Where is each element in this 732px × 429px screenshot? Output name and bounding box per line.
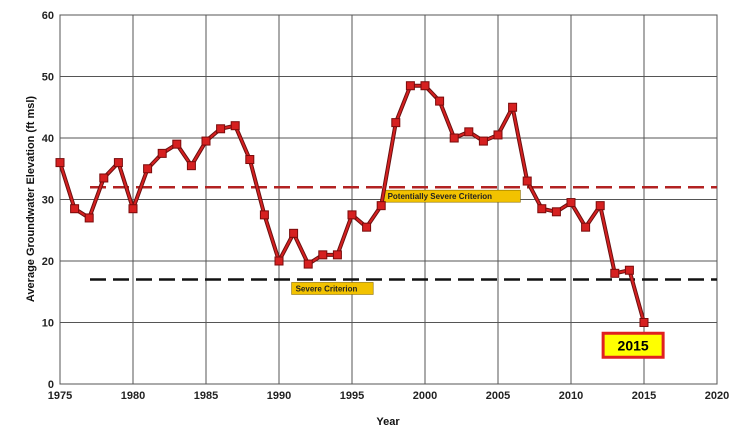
data-point bbox=[566, 198, 576, 208]
data-point bbox=[99, 173, 109, 183]
series-layer bbox=[55, 81, 649, 327]
data-point bbox=[318, 250, 328, 260]
data-point bbox=[522, 176, 532, 186]
data-point bbox=[113, 158, 123, 168]
y-tick-label: 10 bbox=[42, 318, 54, 330]
x-tick-label: 1975 bbox=[48, 390, 72, 402]
data-point bbox=[143, 164, 153, 174]
x-tick-label: 2020 bbox=[705, 390, 729, 402]
criterion-label-bg bbox=[291, 282, 374, 295]
x-tick-label: 1985 bbox=[194, 390, 218, 402]
x-tick-label: 2010 bbox=[559, 390, 583, 402]
data-point bbox=[70, 204, 80, 214]
data-point bbox=[245, 155, 255, 165]
y-axis-title: Average Groundwater Elevation (ft msl) bbox=[25, 96, 37, 303]
data-point bbox=[172, 139, 182, 149]
y-tick-label: 20 bbox=[42, 256, 54, 268]
data-point bbox=[230, 121, 240, 131]
data-point bbox=[508, 102, 518, 112]
data-point bbox=[478, 136, 488, 146]
data-point bbox=[624, 265, 634, 275]
data-point bbox=[55, 158, 65, 168]
data-point bbox=[420, 81, 430, 91]
data-point bbox=[639, 318, 649, 327]
y-tick-label: 30 bbox=[42, 195, 54, 207]
data-point bbox=[551, 207, 561, 217]
y-tick-label: 0 bbox=[48, 379, 54, 391]
data-point bbox=[581, 222, 591, 232]
y-tick-label: 60 bbox=[42, 10, 54, 22]
criterion-label: Severe Criterion bbox=[296, 284, 358, 293]
data-point bbox=[464, 127, 474, 137]
data-point bbox=[391, 118, 401, 128]
data-point bbox=[537, 204, 547, 214]
year-badge bbox=[601, 331, 665, 359]
data-point bbox=[493, 130, 503, 140]
x-tick-label: 1980 bbox=[121, 390, 145, 402]
data-point bbox=[347, 210, 357, 220]
data-point bbox=[610, 268, 620, 278]
data-point bbox=[201, 136, 211, 146]
year-badge-label: 2015 bbox=[618, 337, 649, 353]
data-point bbox=[259, 210, 269, 220]
data-point bbox=[84, 213, 94, 223]
x-tick-label: 2000 bbox=[413, 390, 437, 402]
y-tick-labels: 0 10 20 30 40 50 60 bbox=[42, 10, 54, 391]
x-tick-label: 2005 bbox=[486, 390, 510, 402]
x-tick-label: 1990 bbox=[267, 390, 291, 402]
grid-lines bbox=[59, 14, 718, 385]
y-tick-label: 40 bbox=[42, 133, 54, 145]
x-axis-title: Year bbox=[376, 416, 400, 428]
data-point bbox=[186, 161, 196, 171]
data-point bbox=[274, 256, 284, 266]
data-point bbox=[595, 201, 605, 211]
reference-lines: Potentially Severe Criterion Severe Crite… bbox=[90, 185, 717, 295]
y-tick-label: 50 bbox=[42, 72, 54, 84]
x-tick-labels: 1975 1980 1985 1990 1995 2000 2005 2010 2015 2020 bbox=[48, 390, 729, 402]
data-point bbox=[376, 201, 386, 211]
data-point bbox=[289, 228, 299, 238]
data-point bbox=[405, 81, 415, 91]
criterion-label: Potentially Severe Criterion bbox=[388, 192, 493, 201]
data-point bbox=[157, 148, 167, 158]
x-tick-label: 1995 bbox=[340, 390, 364, 402]
data-point bbox=[303, 259, 313, 269]
data-point bbox=[449, 133, 459, 143]
data-point bbox=[362, 222, 372, 232]
data-point bbox=[128, 204, 138, 214]
x-tick-label: 2015 bbox=[632, 390, 656, 402]
data-point bbox=[332, 250, 342, 260]
annotations: 2015 bbox=[601, 331, 665, 359]
data-point bbox=[435, 96, 445, 106]
data-point bbox=[216, 124, 226, 134]
